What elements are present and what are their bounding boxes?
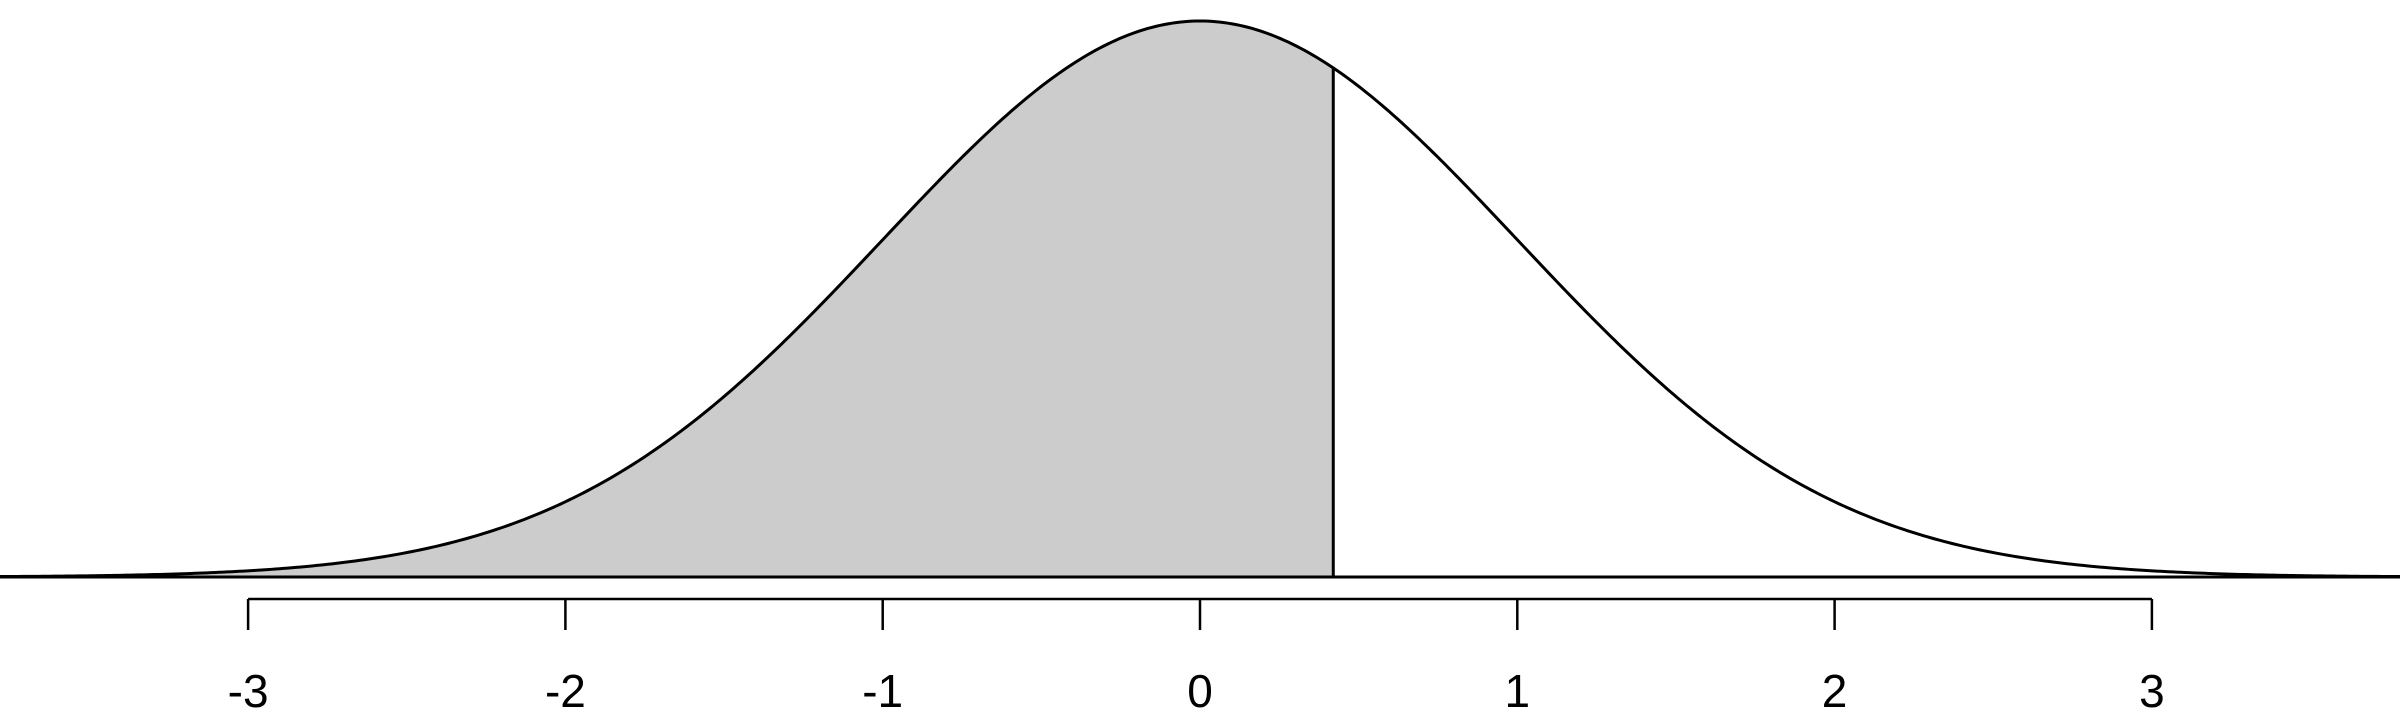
x-tick-label: 0 — [1187, 665, 1213, 717]
x-tick-label: 2 — [1822, 665, 1848, 717]
density-curve — [0, 19, 2400, 579]
shaded-area — [0, 21, 1334, 577]
x-tick-label: 3 — [2139, 665, 2165, 717]
x-tick-label: -2 — [545, 665, 586, 717]
x-tick-label: -1 — [862, 665, 903, 717]
x-tick-label: -3 — [228, 665, 269, 717]
x-tick-label: 1 — [1505, 665, 1531, 717]
x-axis: -3 -2 -1 0 1 2 3 — [228, 597, 2165, 717]
